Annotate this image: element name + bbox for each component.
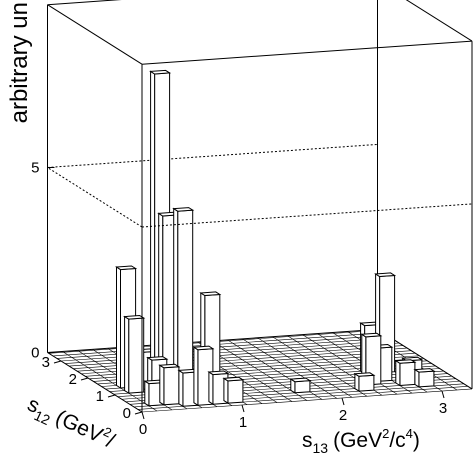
lego-bar (413, 368, 436, 388)
frame-edge-front-top (141, 40, 473, 65)
x-axis-label: s13 (GeV2/c4) (302, 426, 420, 456)
bar-front-face (163, 366, 180, 406)
floor-grid-line (62, 351, 158, 412)
bar-top-face (374, 272, 397, 278)
floor-grid-line (272, 336, 368, 397)
frame-front (47, 0, 473, 412)
x-tick (341, 397, 345, 406)
floor-grid-line (257, 337, 353, 398)
bar-front-face (358, 374, 375, 392)
bar-side-face (223, 377, 229, 405)
bar-side-face (144, 380, 150, 407)
x-tick-label: 1 (239, 414, 247, 431)
bar-side-face (178, 369, 184, 408)
bar-top-face (199, 291, 222, 297)
bar-front-face (128, 317, 145, 394)
frame-edge-left-top (47, 4, 143, 65)
bar-top-face (146, 356, 169, 361)
frame-edge-back-top (47, 0, 122, 6)
bar-front-face (294, 380, 311, 394)
x-tick-label: 0 (139, 421, 147, 438)
y-tick (53, 360, 62, 364)
z5-gridline-front (141, 203, 473, 228)
y-tick (80, 377, 89, 381)
x-tick-label: 2 (339, 407, 347, 424)
bar-top-face (353, 372, 376, 377)
bar-side-face (395, 359, 401, 387)
z-tick-label: 0 (31, 345, 39, 362)
lego-bar (353, 372, 376, 393)
bar-top-face (413, 368, 436, 373)
lego-bar (158, 363, 181, 406)
bar-front-face (227, 379, 244, 404)
x-tick (141, 411, 145, 420)
bar-side-face (193, 346, 199, 407)
bar-top-face (360, 332, 383, 338)
y-axis-label: s12(GeV2/ (22, 390, 119, 457)
floor-grid-line (60, 337, 392, 362)
z5-gridline-back-wall (47, 143, 378, 168)
frame-edge-right-top (405, 0, 473, 42)
lego-bar (394, 359, 417, 387)
floor-grid-line (47, 352, 143, 413)
z-tick-label: 5 (31, 160, 39, 177)
bar-side-face (124, 315, 130, 394)
floor-grid-line (141, 388, 473, 413)
z-axis-label: arbitrary un (6, 2, 33, 123)
bar-top-face (207, 370, 230, 376)
x-tick-label: 3 (439, 400, 447, 417)
bar-top-face (394, 359, 417, 364)
bar-top-face (158, 363, 181, 369)
floor-grid-line (65, 340, 396, 364)
lego-bar (123, 314, 146, 394)
y-tick-label: 0 (123, 405, 131, 422)
bar-top-face (289, 377, 312, 383)
bar-front-face (177, 209, 194, 394)
bar-top-face (172, 207, 195, 212)
x-tick (241, 404, 245, 413)
bar-front-face (418, 370, 435, 388)
bar-side-face (116, 266, 121, 389)
y-tick (107, 394, 116, 398)
lego-bar (222, 376, 245, 405)
bar-top-face (123, 314, 146, 320)
bar-top-face (222, 376, 245, 382)
floor-grid-line (242, 338, 338, 399)
y-tick-label: 3 (42, 354, 50, 371)
y-tick-label: 2 (69, 371, 77, 388)
bar-side-face (159, 364, 165, 406)
y-tick-label: 1 (96, 388, 104, 405)
bar-side-face (150, 70, 156, 390)
bar-side-face (208, 371, 214, 406)
floor-grid-line (56, 335, 387, 359)
lego-bar (289, 377, 312, 394)
x-tick (441, 390, 445, 399)
z5-gridline-left-wall (47, 167, 143, 228)
bars-layer (114, 69, 436, 408)
bar-top-face (192, 345, 215, 351)
bar-top-face (149, 69, 172, 75)
bar-front-face (399, 361, 416, 387)
y-tick (134, 411, 143, 415)
bar-top-face (114, 265, 138, 271)
